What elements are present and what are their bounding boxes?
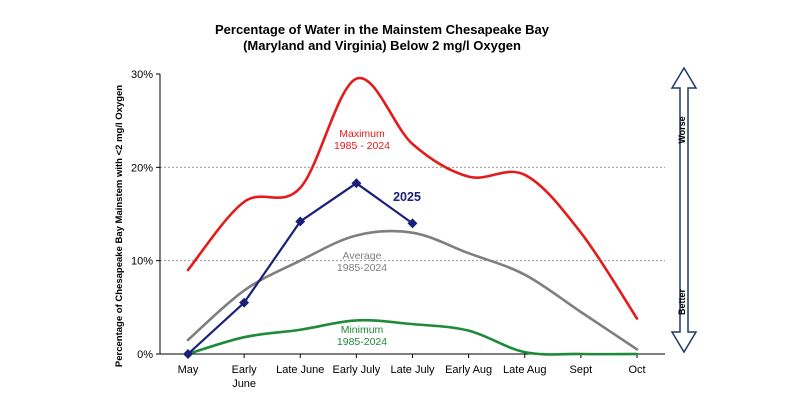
data-point-2025	[351, 178, 362, 189]
series-labels: Maximum 1985 - 2024 Average 1985-2024 Minimu…	[334, 128, 421, 348]
worse-better-arrow: Worse Better	[670, 66, 698, 354]
data-point-2025	[239, 297, 250, 308]
x-tick-label: Sept	[570, 364, 593, 376]
gridlines	[160, 166, 665, 262]
worse-label: Worse	[677, 116, 687, 143]
x-tick-label: Early July	[333, 364, 381, 376]
series-label-2025: 2025	[393, 190, 421, 204]
x-tick-label: Oct	[628, 364, 645, 376]
data-point-2025	[183, 349, 193, 359]
series-line-maximum	[186, 76, 639, 320]
x-axis-ticks: May Early June Late June Early July Late July…	[178, 354, 646, 390]
series-label-maximum: Maximum 1985 - 2024	[334, 128, 390, 152]
better-label: Better	[677, 289, 687, 316]
y-axis-label: Percentage of Chesapeake Bay Mainstem wi…	[114, 85, 125, 367]
series-line-minimum	[186, 318, 639, 356]
x-tick-label: May	[178, 364, 199, 376]
y-tick-label: 30%	[131, 69, 153, 81]
x-tick-label: Late June	[276, 364, 324, 376]
y-tick-label: 0%	[137, 349, 153, 361]
series-line-average	[186, 229, 639, 351]
y-axis-ticks: 0% 10% 20% 30%	[131, 69, 160, 361]
series-label-average: Average 1985-2024	[337, 250, 387, 274]
data-point-2025	[295, 216, 306, 227]
y-tick-label: 10%	[131, 256, 153, 268]
data-point-2025	[407, 218, 418, 229]
series-label-minimum: Minimum 1985-2024	[337, 324, 387, 348]
chart-title: Percentage of Water in the Mainstem Ches…	[215, 22, 550, 37]
x-tick-label: Early Aug	[445, 364, 492, 376]
series-layer	[183, 76, 639, 359]
y-tick-label: 20%	[131, 162, 153, 174]
double-arrow-icon	[670, 66, 698, 354]
chart-subtitle: (Maryland and Virginia) Below 2 mg/l Oxy…	[243, 38, 521, 53]
x-tick-label: Early June	[232, 364, 258, 390]
x-tick-label: Late July	[390, 364, 435, 376]
x-tick-label: Late Aug	[503, 364, 546, 376]
